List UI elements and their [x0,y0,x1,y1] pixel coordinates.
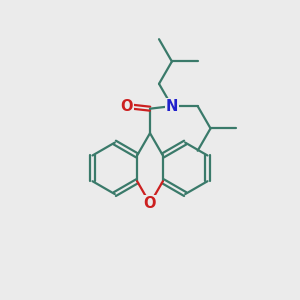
Text: N: N [166,99,178,114]
Text: O: O [121,99,133,114]
Text: O: O [144,196,156,211]
